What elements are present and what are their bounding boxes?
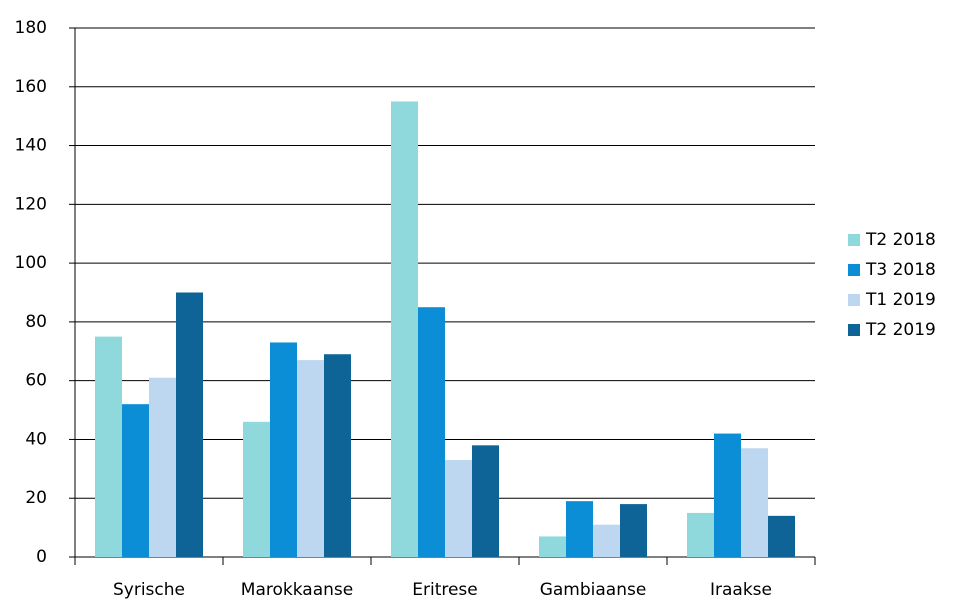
legend-label: T2 2019 xyxy=(865,320,936,340)
legend-swatch xyxy=(848,324,860,336)
y-tick-label: 160 xyxy=(15,77,47,97)
bar xyxy=(714,433,741,557)
bar xyxy=(324,354,351,557)
bar xyxy=(687,512,714,557)
bar xyxy=(391,101,418,557)
legend-swatch xyxy=(848,264,860,276)
bar xyxy=(445,460,472,557)
x-tick-label: Gambiaanse xyxy=(540,580,647,600)
x-tick-label: Eritrese xyxy=(412,580,478,600)
bar xyxy=(149,377,176,557)
y-tick-label: 100 xyxy=(15,253,47,273)
legend-label: T2 2018 xyxy=(865,230,936,250)
legend-label: T1 2019 xyxy=(865,290,936,310)
bar xyxy=(593,524,620,557)
y-tick-label: 60 xyxy=(25,371,47,391)
bar xyxy=(270,342,297,557)
y-tick-label: 0 xyxy=(36,547,47,567)
bar xyxy=(176,292,203,557)
y-tick-label: 80 xyxy=(25,312,47,332)
y-tick-label: 120 xyxy=(15,194,47,214)
x-tick-label: Syrische xyxy=(113,580,185,600)
bar xyxy=(768,515,795,557)
legend-swatch xyxy=(848,234,860,246)
bar xyxy=(741,448,768,557)
bar xyxy=(122,404,149,557)
bar xyxy=(95,336,122,557)
legend-swatch xyxy=(848,294,860,306)
y-tick-label: 40 xyxy=(25,429,47,449)
x-tick-label: Iraakse xyxy=(710,580,772,600)
bar xyxy=(620,504,647,557)
y-tick-label: 140 xyxy=(15,136,47,156)
x-tick-label: Marokkaanse xyxy=(241,580,353,600)
bar xyxy=(472,445,499,557)
bar xyxy=(418,307,445,557)
bar xyxy=(539,536,566,557)
y-tick-label: 180 xyxy=(15,18,47,38)
bar xyxy=(243,421,270,557)
bar xyxy=(297,360,324,557)
legend-label: T3 2018 xyxy=(865,260,936,280)
bar xyxy=(566,501,593,557)
y-tick-label: 20 xyxy=(25,488,47,508)
